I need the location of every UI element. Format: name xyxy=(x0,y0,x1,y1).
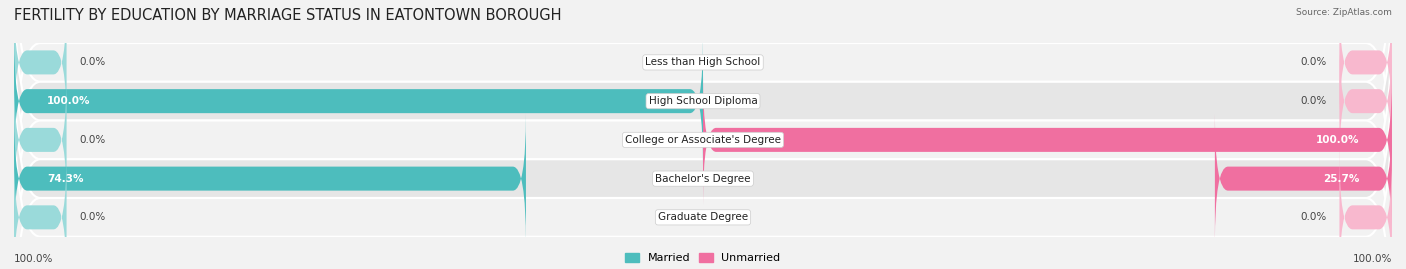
FancyBboxPatch shape xyxy=(14,0,1392,237)
Text: 100.0%: 100.0% xyxy=(1353,254,1392,264)
FancyBboxPatch shape xyxy=(1340,152,1392,269)
Text: FERTILITY BY EDUCATION BY MARRIAGE STATUS IN EATONTOWN BOROUGH: FERTILITY BY EDUCATION BY MARRIAGE STATU… xyxy=(14,8,561,23)
FancyBboxPatch shape xyxy=(14,36,703,167)
Text: 0.0%: 0.0% xyxy=(80,135,105,145)
FancyBboxPatch shape xyxy=(703,75,1392,205)
FancyBboxPatch shape xyxy=(14,113,526,244)
Legend: Married, Unmarried: Married, Unmarried xyxy=(626,253,780,263)
Text: Less than High School: Less than High School xyxy=(645,57,761,68)
Text: 0.0%: 0.0% xyxy=(80,57,105,68)
FancyBboxPatch shape xyxy=(14,82,1392,269)
FancyBboxPatch shape xyxy=(1340,0,1392,128)
Text: 74.3%: 74.3% xyxy=(46,174,83,184)
FancyBboxPatch shape xyxy=(14,75,66,205)
Text: 0.0%: 0.0% xyxy=(1301,212,1326,222)
FancyBboxPatch shape xyxy=(14,43,1392,269)
FancyBboxPatch shape xyxy=(1340,36,1392,167)
Text: 100.0%: 100.0% xyxy=(14,254,53,264)
Text: 0.0%: 0.0% xyxy=(1301,57,1326,68)
FancyBboxPatch shape xyxy=(14,4,1392,269)
FancyBboxPatch shape xyxy=(14,152,66,269)
Text: 100.0%: 100.0% xyxy=(1316,135,1360,145)
Text: Source: ZipAtlas.com: Source: ZipAtlas.com xyxy=(1296,8,1392,17)
FancyBboxPatch shape xyxy=(14,0,66,128)
Text: 25.7%: 25.7% xyxy=(1323,174,1360,184)
FancyBboxPatch shape xyxy=(1215,113,1392,244)
Text: Graduate Degree: Graduate Degree xyxy=(658,212,748,222)
FancyBboxPatch shape xyxy=(14,0,1392,198)
Text: College or Associate's Degree: College or Associate's Degree xyxy=(626,135,780,145)
Text: Bachelor's Degree: Bachelor's Degree xyxy=(655,174,751,184)
Text: 0.0%: 0.0% xyxy=(1301,96,1326,106)
Text: High School Diploma: High School Diploma xyxy=(648,96,758,106)
Text: 0.0%: 0.0% xyxy=(80,212,105,222)
Text: 100.0%: 100.0% xyxy=(46,96,90,106)
